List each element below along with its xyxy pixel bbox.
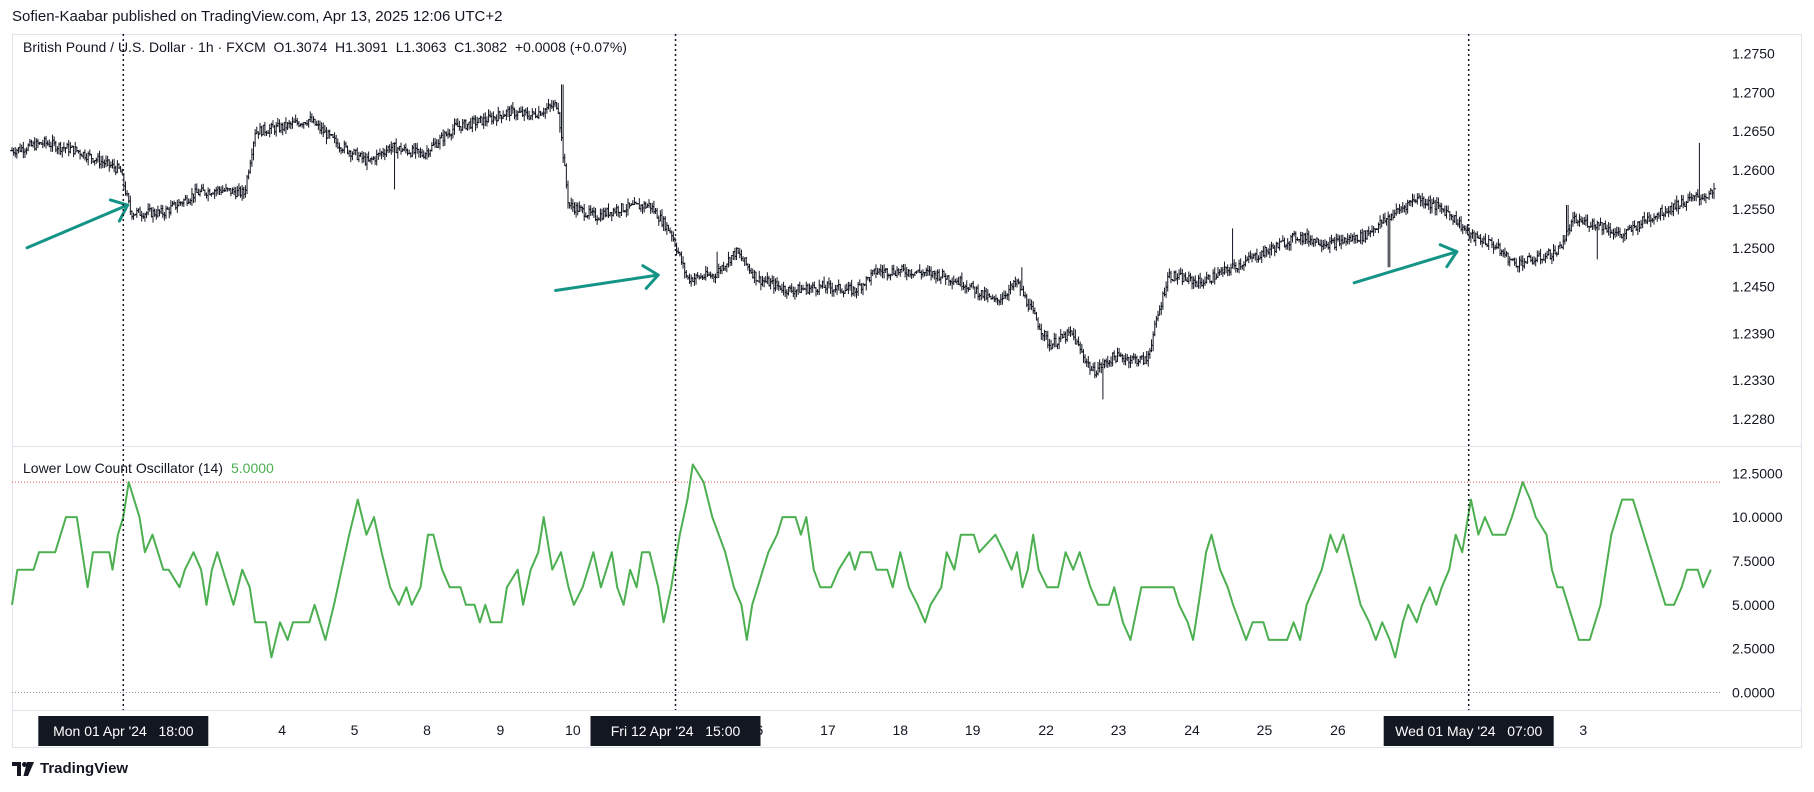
crosshair-time-label: Mon 01 Apr '24 18:00 (53, 723, 194, 739)
tradingview-logo[interactable]: TradingView (12, 760, 128, 777)
price-axis-tick: 1.2600 (1732, 162, 1775, 178)
price-legend: British Pound / U.S. Dollar · 1h · FXCM … (23, 39, 627, 55)
change-value: +0.0008 (+0.07%) (514, 39, 627, 55)
oscillator-line[interactable] (11, 463, 1712, 659)
oscillator-legend: Lower Low Count Oscillator (14) 5.0000 (23, 460, 274, 476)
time-axis-tick: 17 (820, 722, 836, 738)
price-axis-tick: 1.2500 (1732, 240, 1775, 256)
crosshair-time-label-bg (590, 716, 761, 746)
time-axis-tick: 22 (1038, 722, 1054, 738)
time-axis-tick: 4 (278, 722, 286, 738)
oscillator-axis-tick: 5.0000 (1732, 597, 1775, 613)
price-axis-tick: 1.2390 (1732, 325, 1775, 341)
oscillator-axis-tick: 12.5000 (1732, 465, 1783, 481)
time-axis-tick: 26 (1330, 722, 1346, 738)
close-value: C1.3082 (454, 39, 508, 55)
time-axis-tick: 10 (565, 722, 581, 738)
ohlc-bar (1712, 182, 1716, 200)
trend-arrow-head (1438, 243, 1459, 269)
crosshair-time-label: Fri 12 Apr '24 15:00 (611, 723, 741, 739)
price-axis-tick: 1.2750 (1732, 45, 1775, 61)
crosshair-time-label: Wed 01 May '24 07:00 (1395, 723, 1542, 739)
crosshair-time-label-bg (1383, 716, 1554, 746)
trend-arrow-line[interactable] (25, 203, 130, 250)
crosshair-time-label-bg (38, 716, 209, 746)
oscillator-name[interactable]: Lower Low Count Oscillator (14) (23, 460, 223, 476)
low-value: L1.3063 (395, 39, 447, 55)
time-axis-tick: 5 (351, 722, 359, 738)
trend-arrow-head (108, 198, 130, 223)
symbol-label[interactable]: British Pound / U.S. Dollar · 1h · FXCM (23, 39, 266, 55)
brand-text: TradingView (40, 760, 129, 777)
tradingview-logo-icon (12, 761, 34, 776)
oscillator-axis-tick: 10.0000 (1732, 509, 1783, 525)
trend-arrow-line[interactable] (1352, 250, 1459, 285)
time-axis-tick: 18 (892, 722, 908, 738)
time-axis-tick: 19 (965, 722, 981, 738)
chart-frame (12, 34, 1802, 748)
time-axis-tick: 8 (423, 722, 431, 738)
price-axis-tick: 1.2330 (1732, 372, 1775, 388)
oscillator-axis-tick: 0.0000 (1732, 684, 1775, 700)
time-axis-tick: 9 (497, 722, 505, 738)
price-axis-tick: 1.2450 (1732, 279, 1775, 295)
price-axis-tick: 1.2700 (1732, 84, 1775, 100)
oscillator-axis-tick: 2.5000 (1732, 641, 1775, 657)
price-axis-tick: 1.2280 (1732, 411, 1775, 427)
oscillator-axis-tick: 7.5000 (1732, 553, 1775, 569)
open-value: O1.3074 (273, 39, 328, 55)
trend-arrow-line[interactable] (554, 273, 660, 293)
time-axis-tick: 23 (1111, 722, 1127, 738)
price-axis-tick: 1.2550 (1732, 201, 1775, 217)
time-axis-tick: 3 (1579, 722, 1587, 738)
time-axis-tick: 25 (1257, 722, 1273, 738)
price-ohlc-series[interactable] (10, 84, 1716, 400)
ohlc-bar (1525, 255, 1530, 264)
ohlc-bar (1486, 234, 1491, 250)
high-value: H1.3091 (335, 39, 388, 55)
time-axis-tick: 24 (1184, 722, 1200, 738)
attribution-text: Sofien-Kaabar published on TradingView.c… (12, 8, 503, 25)
price-axis-tick: 1.2650 (1732, 123, 1775, 139)
trend-arrow-head (641, 264, 660, 290)
oscillator-value: 5.0000 (230, 460, 274, 476)
